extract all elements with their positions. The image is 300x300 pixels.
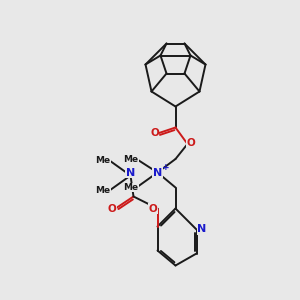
Text: N: N [126, 167, 135, 178]
Text: N: N [197, 224, 206, 235]
Text: O: O [148, 203, 158, 214]
Text: Me: Me [124, 154, 139, 164]
Text: Me: Me [95, 156, 110, 165]
Text: Me: Me [124, 183, 139, 192]
Text: O: O [107, 203, 116, 214]
Text: +: + [162, 164, 170, 172]
Text: O: O [150, 128, 159, 139]
Text: N: N [153, 167, 162, 178]
Text: O: O [187, 137, 196, 148]
Text: Me: Me [95, 186, 110, 195]
